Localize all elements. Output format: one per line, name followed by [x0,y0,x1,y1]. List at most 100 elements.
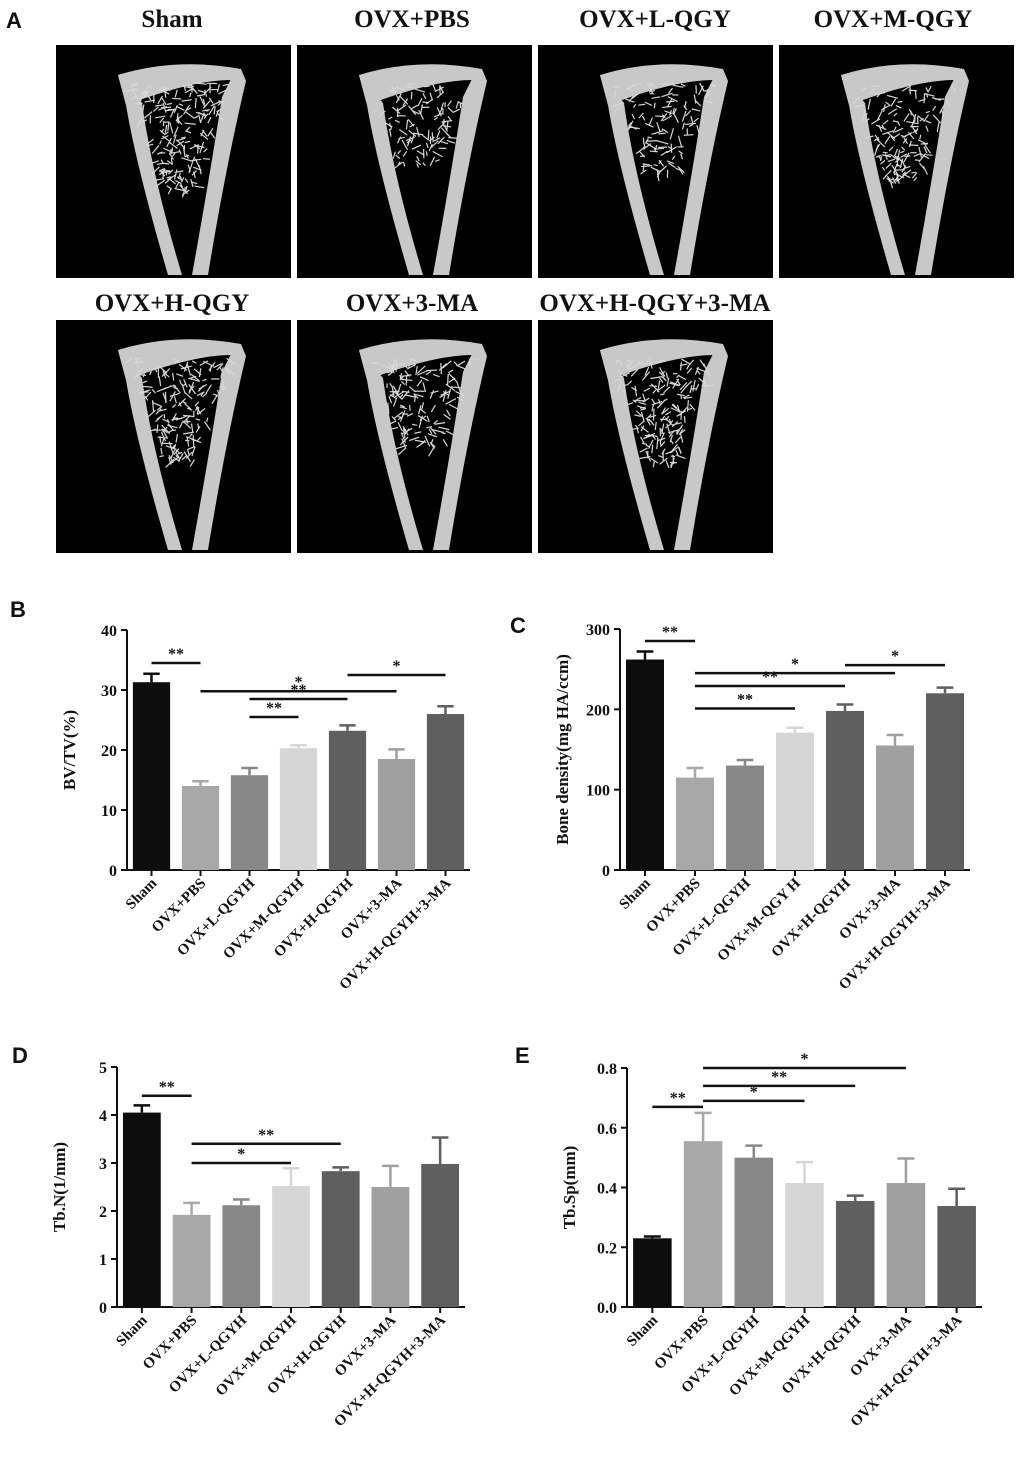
microct-image-ovx-3-ma [297,320,532,553]
y-tick-label: 10 [101,803,117,820]
y-tick-label: 5 [99,1060,107,1077]
bar [328,730,367,870]
significance-label: ** [762,669,778,686]
y-tick-label: 300 [586,622,610,639]
y-tick-label: 40 [101,623,117,640]
bar [776,732,814,870]
significance-label: ** [737,692,753,709]
microct-image-ovx-h-qgy [56,320,291,553]
bar [230,775,269,870]
bar [876,745,914,870]
significance-label: ** [258,1127,274,1144]
y-tick-label: 0.8 [597,1061,617,1078]
category-label: Sham [123,875,161,913]
significance-label: * [295,674,303,691]
significance-label: * [891,648,899,665]
bar [633,1238,672,1307]
y-tick-label: 0 [602,863,610,880]
chart-bv-tv: 010203040BV/TV(%)ShamOVX+PBSOVX+L-QGYHOV… [60,623,470,993]
y-axis-label: Bone density(mg HA/ccm) [553,654,572,845]
panel-letter-b: B [10,597,26,622]
bar [626,659,664,870]
microct-image-ovx-m-qgy [779,45,1014,278]
significance-label: * [393,658,401,675]
significance-label: ** [168,646,184,663]
category-label: Sham [113,1312,151,1350]
y-tick-label: 200 [586,702,610,719]
bar [272,1186,310,1307]
bar [785,1183,824,1307]
panel-letter-e: E [515,1043,530,1068]
y-tick-label: 0.4 [597,1181,617,1198]
y-tick-label: 1 [99,1252,107,1269]
bar [734,1157,774,1307]
bar [683,1141,723,1307]
bar [676,777,714,870]
significance-label: ** [662,624,678,641]
y-tick-label: 30 [101,683,117,700]
significance-label: * [237,1146,245,1163]
y-tick-label: 0.2 [597,1240,617,1257]
significance-label: ** [159,1079,175,1096]
bar [926,693,964,870]
category-label: Sham [624,1312,662,1350]
microct-image-sham [56,45,291,278]
significance-label: * [791,656,799,673]
significance-label: * [750,1084,758,1101]
bar [826,710,864,870]
significance-label: * [801,1051,809,1068]
y-tick-label: 20 [101,743,117,760]
tibia-rendering [600,64,728,275]
bar [377,759,416,870]
bar [279,748,318,870]
y-tick-label: 4 [99,1108,107,1125]
bar [371,1187,410,1307]
microct-label-ovx-pbs: OVX+PBS [354,6,470,33]
significance-label: ** [670,1090,686,1107]
tibia-rendering [600,339,728,550]
bar [426,714,465,870]
microct-image-ovx-l-qgy [538,45,773,278]
microct-label-ovx-l-qgy: OVX+L-QGY [579,6,731,33]
bar [726,765,764,870]
y-tick-label: 0 [109,863,117,880]
y-tick-label: 3 [99,1156,107,1173]
chart-tb-n: 012345Tb.N(1/mm)ShamOVX+PBSOVX+L-QGYHOVX… [50,1060,465,1430]
microct-image-ovx-pbs [297,45,532,278]
panel-letter-a: A [6,8,22,33]
significance-label: ** [266,700,282,717]
microct-label-ovx-h-qgy-3-ma: OVX+H-QGY+3-MA [539,290,771,317]
y-tick-label: 100 [586,783,610,800]
category-label: Sham [617,875,655,913]
microct-label-ovx-3-ma: OVX+3-MA [345,290,479,317]
y-axis-label: BV/TV(%) [60,710,79,790]
tibia-rendering [118,339,246,550]
panel-letter-d: D [12,1043,28,1068]
microct-image-ovx-h-qgy-3-ma [538,320,773,553]
microct-label-sham: Sham [141,6,203,33]
microct-label-ovx-m-qgy: OVX+M-QGY [813,6,973,33]
y-tick-label: 0.0 [597,1300,617,1317]
bar [421,1163,460,1307]
bar [835,1200,875,1307]
bar [321,1171,360,1307]
y-axis-label: Tb.Sp(mm) [560,1146,579,1230]
tibia-rendering [359,64,487,275]
panel-letter-c: C [510,613,526,638]
bar [937,1206,976,1307]
bar [122,1112,161,1307]
bar [886,1183,926,1307]
tibia-rendering [118,64,246,275]
tibia-rendering [359,339,487,550]
y-axis-label: Tb.N(1/mm) [50,1142,69,1232]
chart-tb-sp: 0.00.20.40.60.8Tb.Sp(mm)ShamOVX+PBSOVX+L… [560,1051,982,1430]
microct-label-ovx-h-qgy: OVX+H-QGY [94,290,250,317]
y-tick-label: 0 [99,1300,107,1317]
y-tick-label: 0.6 [597,1121,617,1138]
bar [181,786,220,870]
tibia-rendering [841,64,969,275]
significance-label: ** [771,1069,787,1086]
bar [132,682,171,870]
